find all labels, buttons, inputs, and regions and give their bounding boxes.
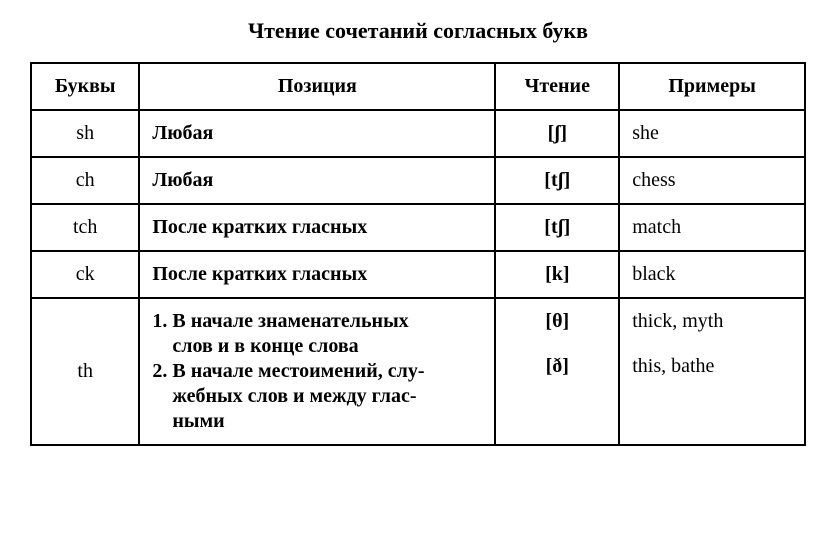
example-line: this, bathe xyxy=(632,354,792,379)
cell-letters: th xyxy=(31,298,139,445)
page-title: Чтение сочетаний согласных букв xyxy=(30,18,806,44)
cell-position: Любая xyxy=(139,110,495,157)
table-row: tch После кратких гласных [tʃ] match xyxy=(31,204,805,251)
pos-line: ными xyxy=(152,409,482,434)
cell-position: Любая xyxy=(139,157,495,204)
cell-examples: match xyxy=(619,204,805,251)
cell-reading: [θ] [ð] xyxy=(495,298,619,445)
example-line: thick, myth xyxy=(632,309,792,334)
cell-reading: [ʃ] xyxy=(495,110,619,157)
cell-position: После кратких гласных xyxy=(139,204,495,251)
cell-position: 1. В начале знаменательных слов и в конц… xyxy=(139,298,495,445)
table-row: th 1. В начале знаменательных слов и в к… xyxy=(31,298,805,445)
pos-line: 2. В начале местоимений, слу- xyxy=(152,359,482,384)
spacer xyxy=(632,334,792,354)
document-page: Чтение сочетаний согласных букв Буквы По… xyxy=(0,0,836,456)
cell-reading: [tʃ] xyxy=(495,157,619,204)
cell-examples: black xyxy=(619,251,805,298)
col-header-reading: Чтение xyxy=(495,63,619,110)
cell-position: После кратких гласных xyxy=(139,251,495,298)
reading-line: [θ] xyxy=(508,309,606,334)
cell-examples: she xyxy=(619,110,805,157)
pos-line: слов и в конце слова xyxy=(152,334,482,359)
col-header-position: Позиция xyxy=(139,63,495,110)
cell-letters: tch xyxy=(31,204,139,251)
col-header-examples: Примеры xyxy=(619,63,805,110)
cell-examples: thick, myth this, bathe xyxy=(619,298,805,445)
spacer xyxy=(508,334,606,354)
cell-reading: [k] xyxy=(495,251,619,298)
col-header-letters: Буквы xyxy=(31,63,139,110)
reading-line: [ð] xyxy=(508,354,606,379)
cell-reading: [tʃ] xyxy=(495,204,619,251)
header-row: Буквы Позиция Чтение Примеры xyxy=(31,63,805,110)
cell-letters: ck xyxy=(31,251,139,298)
pos-line: 1. В начале знаменательных xyxy=(152,309,482,334)
cell-examples: chess xyxy=(619,157,805,204)
table-row: ch Любая [tʃ] chess xyxy=(31,157,805,204)
cell-letters: sh xyxy=(31,110,139,157)
pos-line: жебных слов и между глас- xyxy=(152,384,482,409)
consonant-table: Буквы Позиция Чтение Примеры sh Любая [ʃ… xyxy=(30,62,806,446)
cell-letters: ch xyxy=(31,157,139,204)
table-row: ck После кратких гласных [k] black xyxy=(31,251,805,298)
table-row: sh Любая [ʃ] she xyxy=(31,110,805,157)
